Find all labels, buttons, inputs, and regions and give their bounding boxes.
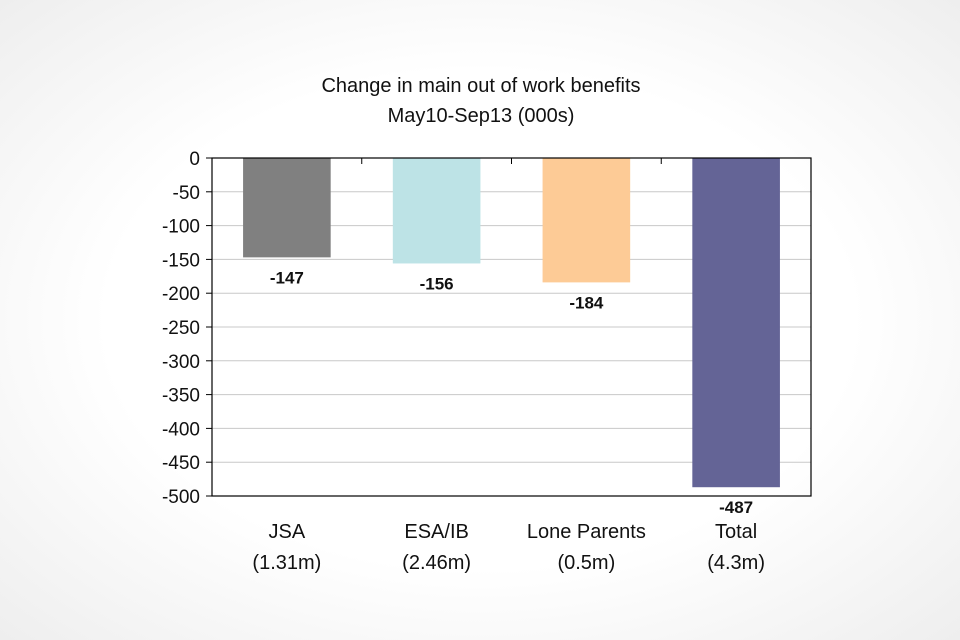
axes [206,157,812,497]
y-tick-label: -500 [162,487,200,508]
bar [542,158,631,283]
bar [392,158,481,264]
plot-frame [211,157,812,497]
x-tick-label: JSA [269,521,306,543]
data-label: -156 [420,274,454,293]
y-tick-label: -50 [173,183,200,204]
y-tick-label: -400 [162,419,200,440]
bars [243,158,780,488]
y-tick-label: -300 [162,352,200,373]
x-tick-label: ESA/IB [404,521,468,543]
x-tick-sublabel: (4.3m) [707,552,765,574]
y-tick-label: -150 [162,250,200,271]
labels: 0 -50 -100 -150 -200 -250 -300 -350 -400 -450 -500… [162,149,765,574]
x-tick-label: Total [715,521,757,543]
y-tick-label: -100 [162,217,200,238]
x-tick-sublabel: (1.31m) [252,552,321,574]
chart-title: Change in main out of work benefits [321,75,640,97]
data-label: -147 [270,268,304,287]
x-tick-sublabel: (0.5m) [557,552,615,574]
x-tick-label: Lone Parents [527,521,646,543]
y-tick-label: 0 [189,149,200,170]
data-label: -487 [719,498,753,517]
y-tick-label: -350 [162,386,200,407]
bar [243,158,331,258]
y-tick-label: -200 [162,284,200,305]
x-tick-sublabel: (2.46m) [402,552,471,574]
y-tick-label: -250 [162,318,200,339]
bar [692,158,780,488]
data-label: -184 [569,293,604,312]
y-tick-label: -450 [162,453,200,474]
chart-subtitle: May10-Sep13 (000s) [388,105,575,127]
